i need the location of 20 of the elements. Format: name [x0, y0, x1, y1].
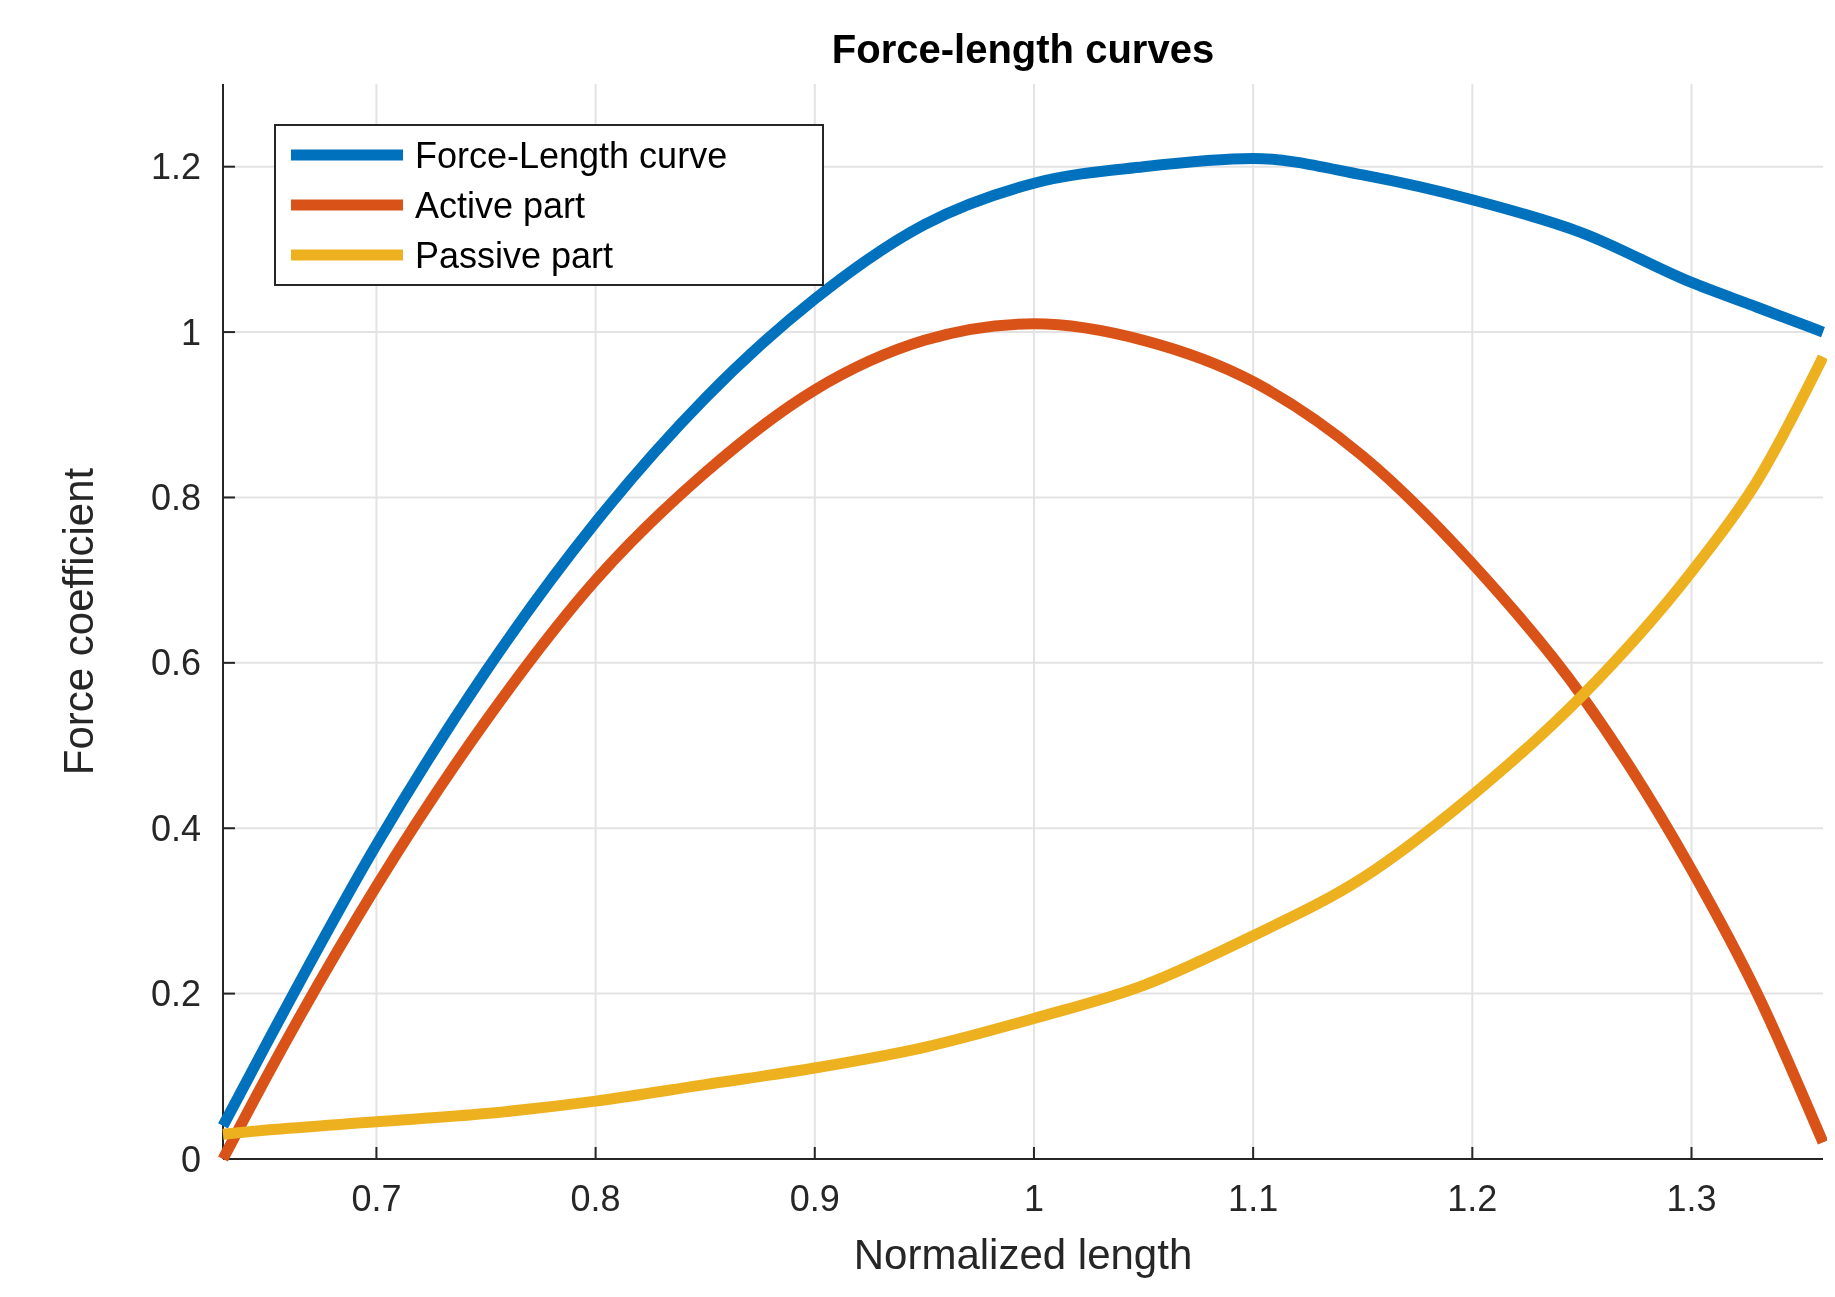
- y-tick-label: 0: [180, 1138, 201, 1180]
- y-axis-title: Force coefficient: [55, 467, 102, 776]
- x-tick-label: 1.3: [1666, 1178, 1717, 1219]
- y-tick-label: 1: [180, 311, 201, 353]
- legend-label: Force-Length curve: [415, 134, 728, 176]
- x-tick-label: 0.7: [351, 1178, 402, 1219]
- x-tick-label: 1.1: [1228, 1178, 1279, 1219]
- y-tick-label: 0.8: [150, 477, 201, 519]
- x-tick-label: 1.2: [1447, 1178, 1498, 1219]
- x-tick-label: 0.8: [570, 1178, 621, 1219]
- y-tick-label: 1.2: [150, 146, 201, 188]
- y-tick-label: 0.2: [150, 973, 201, 1015]
- x-tick-label: 0.9: [789, 1178, 840, 1219]
- chart-title: Force-length curves: [831, 27, 1215, 71]
- legend-label: Passive part: [415, 234, 614, 276]
- x-tick-label: 1: [1023, 1178, 1044, 1219]
- y-tick-label: 0.6: [150, 642, 201, 684]
- x-axis-title: Normalized length: [853, 1231, 1193, 1278]
- y-tick-label: 0.4: [150, 807, 201, 849]
- legend-label: Active part: [415, 184, 586, 226]
